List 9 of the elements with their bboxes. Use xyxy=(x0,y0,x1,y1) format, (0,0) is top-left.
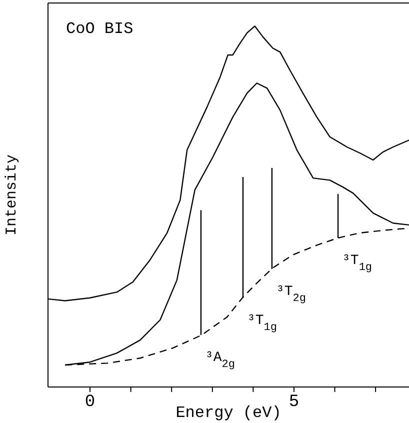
x-tick-label: 5 xyxy=(288,393,300,412)
annotation: ³T$_{1g}$ xyxy=(342,252,372,274)
y-axis-title: Intensity xyxy=(3,154,20,236)
annotation: ³T$_{2g}$ xyxy=(276,284,306,305)
x-axis-title: Energy (eV) xyxy=(176,404,282,422)
chart-title: CoO BIS xyxy=(66,20,134,38)
annotation: ³A$_{2g}$ xyxy=(204,350,235,372)
annotation: ³T$_{1g}$ xyxy=(246,312,277,334)
x-tick-label: 0 xyxy=(84,393,96,412)
